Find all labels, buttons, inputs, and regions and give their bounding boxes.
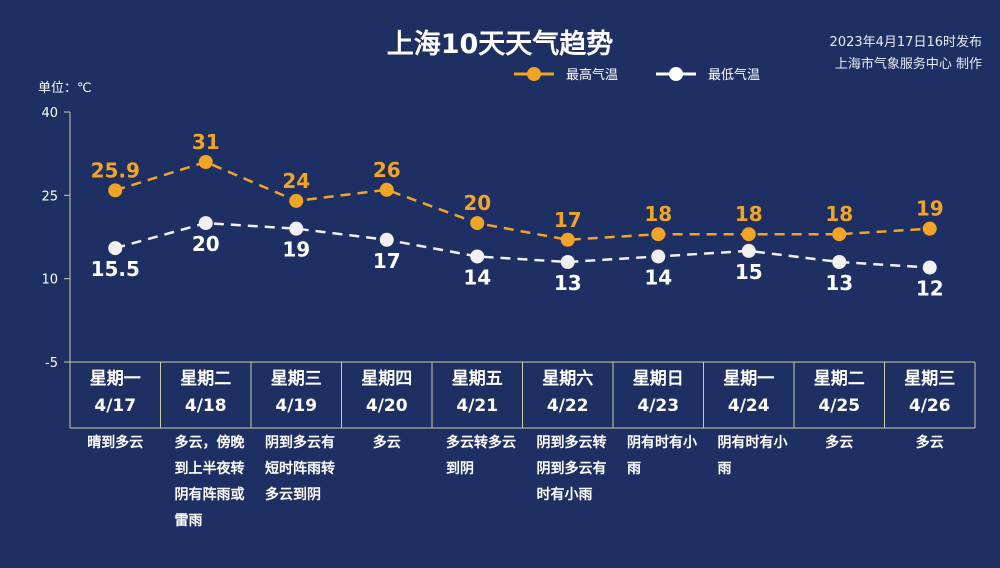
data-label: 19 xyxy=(916,197,944,221)
data-label: 24 xyxy=(282,169,310,193)
page-title: 上海10天天气趋势 xyxy=(386,29,614,60)
data-point xyxy=(379,182,394,197)
weather-description: 阴有时有小雨 xyxy=(627,435,697,477)
weekday-label: 星期五 xyxy=(451,369,503,389)
data-label: 25.9 xyxy=(91,158,140,182)
data-point xyxy=(922,221,937,236)
data-label: 26 xyxy=(373,158,401,182)
data-point xyxy=(651,227,666,242)
weekday-label: 星期二 xyxy=(813,369,865,389)
day-header: 星期五 4/21 xyxy=(432,366,523,420)
data-label: 19 xyxy=(282,238,310,262)
weather-description: 多云 xyxy=(915,435,944,451)
data-label: 18 xyxy=(825,202,853,226)
data-label: 31 xyxy=(192,130,220,154)
weather-description: 多云 xyxy=(825,435,854,451)
data-label: 15.5 xyxy=(91,257,140,281)
series-line xyxy=(114,160,930,242)
day-header: 星期四 4/20 xyxy=(342,366,433,420)
legend-label: 最低气温 xyxy=(708,67,760,83)
date-label: 4/18 xyxy=(184,396,227,416)
data-label: 13 xyxy=(825,271,853,295)
data-label: 17 xyxy=(373,249,401,273)
day-header: 星期三 4/19 xyxy=(251,366,342,420)
legend-label: 最高气温 xyxy=(566,67,618,83)
data-label: 18 xyxy=(644,202,672,226)
data-label: 15 xyxy=(735,260,763,284)
weather-description: 阴到多云有短时阵雨转多云到阴 xyxy=(265,435,335,503)
day-header: 星期一 4/17 xyxy=(70,366,161,420)
date-label: 4/24 xyxy=(727,396,770,416)
weekday-label: 星期一 xyxy=(723,369,775,389)
weather-description: 多云，傍晚到上半夜转阴有阵雨或雷雨 xyxy=(174,435,245,529)
legend-marker xyxy=(669,67,683,81)
data-point xyxy=(832,255,847,269)
data-point xyxy=(289,221,304,236)
weather-description: 阴到多云转阴到多云有时有小雨 xyxy=(536,435,607,503)
data-point xyxy=(379,232,394,247)
data-label: 13 xyxy=(554,271,582,295)
day-header: 星期一 4/24 xyxy=(704,366,795,420)
data-label: 14 xyxy=(463,265,491,289)
weather-description: 晴到多云 xyxy=(87,435,144,451)
data-point xyxy=(198,216,213,231)
data-point xyxy=(922,260,937,275)
weather-description: 阴有时有小雨 xyxy=(717,435,788,477)
legend-marker xyxy=(527,67,541,81)
producer: 上海市气象服务中心 制作 xyxy=(834,57,982,72)
weekday-label: 星期日 xyxy=(632,369,684,389)
day-header: 星期六 4/22 xyxy=(523,366,614,420)
y-tick-label: 25 xyxy=(41,189,58,204)
data-point xyxy=(560,232,575,247)
data-point xyxy=(470,216,485,231)
data-label: 20 xyxy=(192,232,220,256)
data-point xyxy=(108,241,123,256)
data-label: 17 xyxy=(554,208,582,232)
date-label: 4/23 xyxy=(637,396,680,416)
data-point xyxy=(741,227,756,242)
date-label: 4/22 xyxy=(546,396,589,416)
date-label: 4/20 xyxy=(365,396,408,416)
y-tick-label: 40 xyxy=(41,106,58,121)
data-label: 14 xyxy=(644,265,672,289)
data-point xyxy=(832,227,847,242)
weekday-label: 星期二 xyxy=(180,369,232,389)
y-tick-label: 10 xyxy=(41,273,58,288)
date-label: 4/25 xyxy=(818,396,861,416)
data-point xyxy=(289,193,304,208)
date-label: 4/26 xyxy=(908,396,951,416)
weekday-label: 星期四 xyxy=(361,369,413,389)
day-header: 星期日 4/23 xyxy=(613,366,704,420)
data-point xyxy=(108,183,123,198)
data-point xyxy=(651,249,666,264)
day-header: 星期二 4/18 xyxy=(161,366,252,420)
weather-description: 多云 xyxy=(372,435,401,451)
weekday-label: 星期六 xyxy=(542,369,594,389)
weather-description: 多云转多云到阴 xyxy=(446,435,516,477)
series-line xyxy=(114,221,930,269)
weekday-label: 星期一 xyxy=(89,369,141,389)
data-label: 18 xyxy=(735,202,763,226)
date-label: 4/21 xyxy=(456,396,499,416)
unit-label: 单位：℃ xyxy=(38,81,92,96)
data-point xyxy=(198,155,213,169)
data-label: 12 xyxy=(916,277,944,301)
publish-info: 2023年4月17日16时发布 上海市气象服务中心 制作 xyxy=(830,32,982,76)
data-point xyxy=(560,255,575,269)
weekday-label: 星期三 xyxy=(270,369,322,389)
date-label: 4/19 xyxy=(275,396,318,416)
data-label: 20 xyxy=(463,191,491,215)
data-point xyxy=(741,243,756,258)
day-header: 星期二 4/25 xyxy=(794,366,885,420)
data-point xyxy=(470,249,485,264)
y-tick-label: -5 xyxy=(45,356,58,371)
day-header: 星期三 4/26 xyxy=(885,366,976,420)
publish-time: 2023年4月17日16时发布 xyxy=(829,35,982,50)
date-label: 4/17 xyxy=(94,396,137,416)
weekday-label: 星期三 xyxy=(904,369,956,389)
